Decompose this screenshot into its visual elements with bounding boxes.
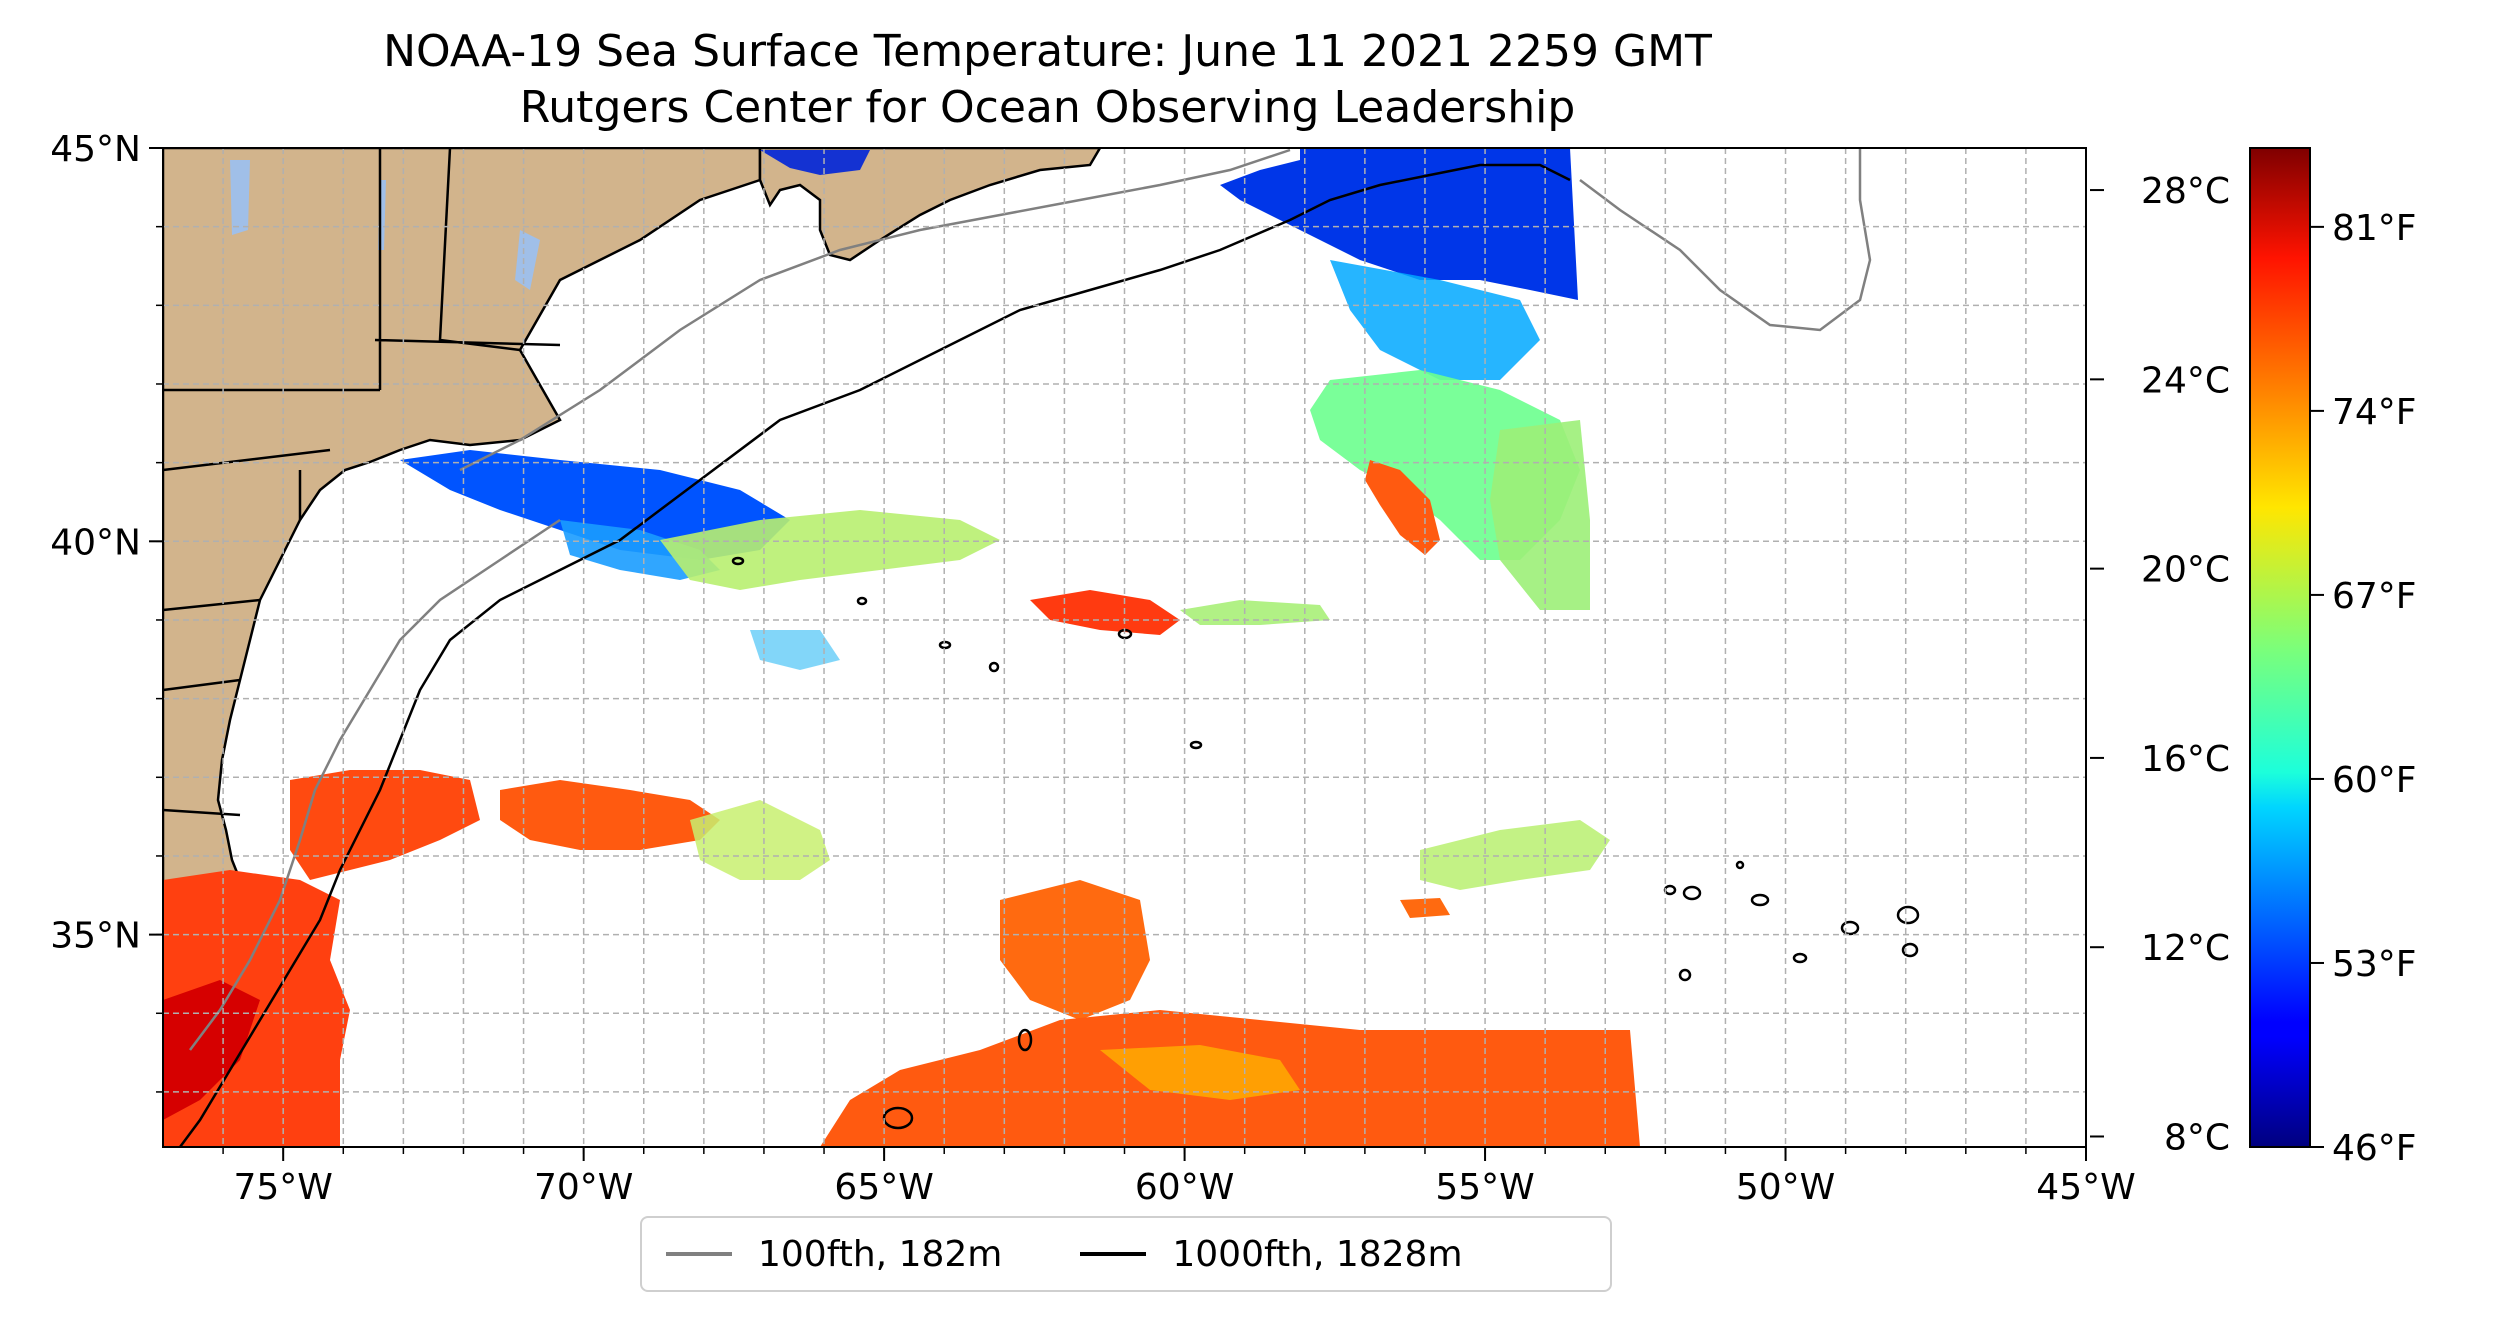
celsius-tick-label: 8°C xyxy=(2164,1117,2230,1158)
colorbar-gradient xyxy=(2249,147,2311,1148)
celsius-tick-label: 20°C xyxy=(2141,550,2230,591)
sst-patch-sargasso-yellow xyxy=(1100,1045,1300,1100)
sst-patch-scotian-shelf xyxy=(1220,148,1578,300)
legend-label-100fth: 100fth, 182m xyxy=(758,1233,1003,1275)
sst-patch-slope-cool xyxy=(750,630,840,670)
fahrenheit-tick-label: 46°F xyxy=(2332,1128,2417,1169)
nova-scotia-landmass xyxy=(758,148,1102,262)
sst-patch-mid-atlantic-warm xyxy=(1180,600,1330,625)
celsius-tick-label: 12°C xyxy=(2141,928,2230,969)
legend-line-gray xyxy=(666,1252,732,1256)
lon-tick-label: 75°W xyxy=(233,1167,332,1208)
gridlines xyxy=(163,148,2086,1147)
lat-tick-label: 45°N xyxy=(50,129,141,170)
sst-patch-cape-cod-front xyxy=(400,450,790,560)
map-title: NOAA-19 Sea Surface Temperature: June 11… xyxy=(383,26,1712,77)
fahrenheit-tick-label: 74°F xyxy=(2332,392,2417,433)
sst-patch-offshore-mixed xyxy=(690,800,830,880)
celsius-tick-label: 24°C xyxy=(2141,360,2230,401)
lat-tick-label: 40°N xyxy=(50,522,141,563)
sst-patch-sargasso-central xyxy=(1000,880,1150,1020)
sst-patch-southwest-hot xyxy=(163,980,260,1120)
legend-label-1000fth: 1000fth, 1828m xyxy=(1172,1233,1463,1275)
sst-patch-warm-core-ring xyxy=(1365,460,1440,555)
lon-tick-label: 45°W xyxy=(2036,1167,2135,1208)
lon-tick-label: 70°W xyxy=(534,1167,633,1208)
sst-patch-hatteras-north xyxy=(290,770,480,880)
lon-tick-label: 60°W xyxy=(1135,1167,1234,1208)
legend-line-black xyxy=(1080,1252,1147,1256)
seamount-contours xyxy=(731,556,1920,1130)
sst-patch-gulf-stream-meander xyxy=(500,780,720,850)
lon-tick-label: 55°W xyxy=(1435,1167,1534,1208)
lon-tick-label: 65°W xyxy=(834,1167,933,1208)
sst-patch-gulf-stream-north-wall xyxy=(1030,590,1180,635)
fahrenheit-tick-label: 81°F xyxy=(2332,208,2417,249)
colorbar-ticks: 46°F 53°F 60°F 67°F 74°F 81°F 8°C 12°C 16°C 20°C 2… xyxy=(2090,171,2417,1169)
inland-lakes xyxy=(230,160,540,290)
fahrenheit-tick-label: 67°F xyxy=(2332,576,2417,617)
legend-item-100fth: 100fth, 182m xyxy=(666,1234,1002,1275)
sst-patch-scotian-shelf-edge xyxy=(1330,260,1540,380)
contour-1000fth xyxy=(178,163,1571,1147)
sst-patch-georges-bank-slope xyxy=(660,510,1000,590)
state-borders xyxy=(163,148,561,817)
map-panel: 75°W 70°W 65°W 60°W 55°W 50°W 45°W 45°N 40°N 35°N xyxy=(50,129,2135,1208)
lon-tick-label: 50°W xyxy=(1736,1167,1835,1208)
colorbar: 46°F 53°F 60°F 67°F 74°F 81°F 8°C 12°C 16°C 20°C 2… xyxy=(2090,147,2417,1169)
sst-patches xyxy=(163,148,1640,1147)
celsius-tick-label: 16°C xyxy=(2141,739,2230,780)
legend-item-1000fth: 1000fth, 1828m xyxy=(1080,1233,1463,1275)
map-ticks: 75°W 70°W 65°W 60°W 55°W 50°W 45°W 45°N 40°N 35°N xyxy=(50,129,2135,1208)
sst-patch-slope-east xyxy=(1490,420,1590,610)
sst-patch-sargasso-north xyxy=(1420,820,1610,890)
fahrenheit-tick-label: 53°F xyxy=(2332,944,2417,985)
fahrenheit-tick-label: 60°F xyxy=(2332,760,2417,801)
celsius-tick-label: 28°C xyxy=(2141,171,2230,212)
map-subtitle: Rutgers Center for Ocean Observing Leade… xyxy=(519,82,1576,133)
sst-patch-gulf-of-maine xyxy=(760,150,870,175)
lat-tick-label: 35°N xyxy=(50,916,141,957)
contour-legend: 100fth, 182m 1000fth, 1828m xyxy=(640,1216,1612,1292)
contour-100fth xyxy=(189,148,1872,1051)
